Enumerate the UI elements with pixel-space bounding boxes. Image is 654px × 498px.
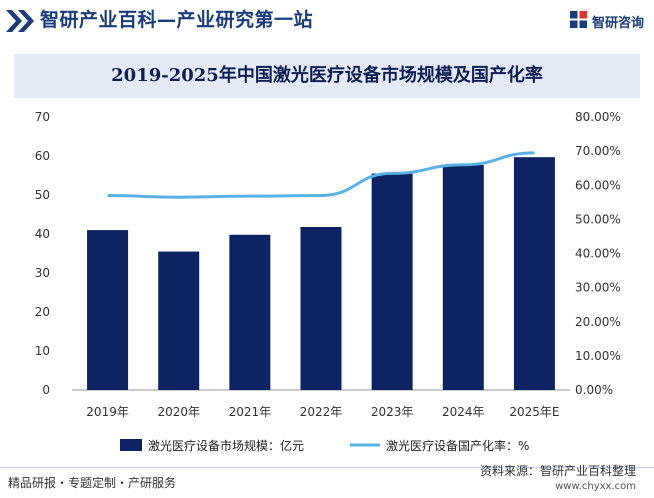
y-left-tick-label: 30 [35,266,50,280]
footer-divider [0,467,654,468]
y-left-tick-label: 60 [35,149,50,163]
x-tick-label: 2023年 [371,405,414,419]
y-right-tick-label: 50.00% [575,212,621,226]
x-tick-label: 2020年 [157,405,200,419]
y-left-tick-label: 40 [35,227,50,241]
bar [513,157,555,390]
chart-title: 2019-2025年中国激光医疗设备市场规模及国产化率 [111,65,543,86]
x-tick-label: 2022年 [300,405,343,419]
brand-text: 智研咨询 [591,16,644,31]
footer-services: 精品研报・专题定制・产研服务 [8,476,177,490]
y-left-tick-label: 70 [35,110,50,124]
header-title: 智研产业百科—产业研究第一站 [40,9,314,31]
brand-name: 智研咨询 [569,11,644,31]
source-url: www.chyxx.com [555,481,636,492]
rate-line [107,151,535,199]
y-right-tick-label: 10.00% [575,349,621,363]
y-right-tick-label: 40.00% [575,247,621,261]
legend-bar-swatch [120,439,142,451]
y-left-tick-label: 20 [35,305,50,319]
y-left-tick-label: 10 [35,344,50,358]
y-left-tick-label: 50 [35,188,50,202]
bar [87,230,129,390]
legend-bar-label: 激光医疗设备市场规模：亿元 [148,438,304,453]
bar [442,164,484,390]
bar [158,251,200,390]
double-chevron-icon [6,10,34,32]
y-left-tick-label: 0 [42,383,50,397]
legend-line-label: 激光医疗设备国产化率：% [386,438,529,453]
y-right-tick-label: 60.00% [575,178,621,192]
chart-title-band: 2019-2025年中国激光医疗设备市场规模及国产化率 [14,54,640,98]
y-right-tick-label: 0.00% [575,383,613,397]
bar [371,173,413,390]
bar [229,234,271,390]
source-text: 资料来源：智研产业百科整理 [479,464,636,478]
bar [300,226,342,390]
header-banner: 智研产业百科—产业研究第一站 智研咨询 [0,0,654,44]
x-tick-label: 2019年 [86,405,129,419]
x-tick-label: 2021年 [229,405,272,419]
brand-logo-icon [569,11,587,28]
y-right-tick-label: 30.00% [575,281,621,295]
x-tick-label: 2025年E [509,405,559,419]
y-right-tick-label: 70.00% [575,144,621,158]
footer-source: 资料来源：智研产业百科整理 www.chyxx.com [480,462,636,492]
x-tick-label: 2024年 [442,405,485,419]
y-right-tick-label: 20.00% [575,315,621,329]
y-right-tick-label: 80.00% [575,110,621,124]
